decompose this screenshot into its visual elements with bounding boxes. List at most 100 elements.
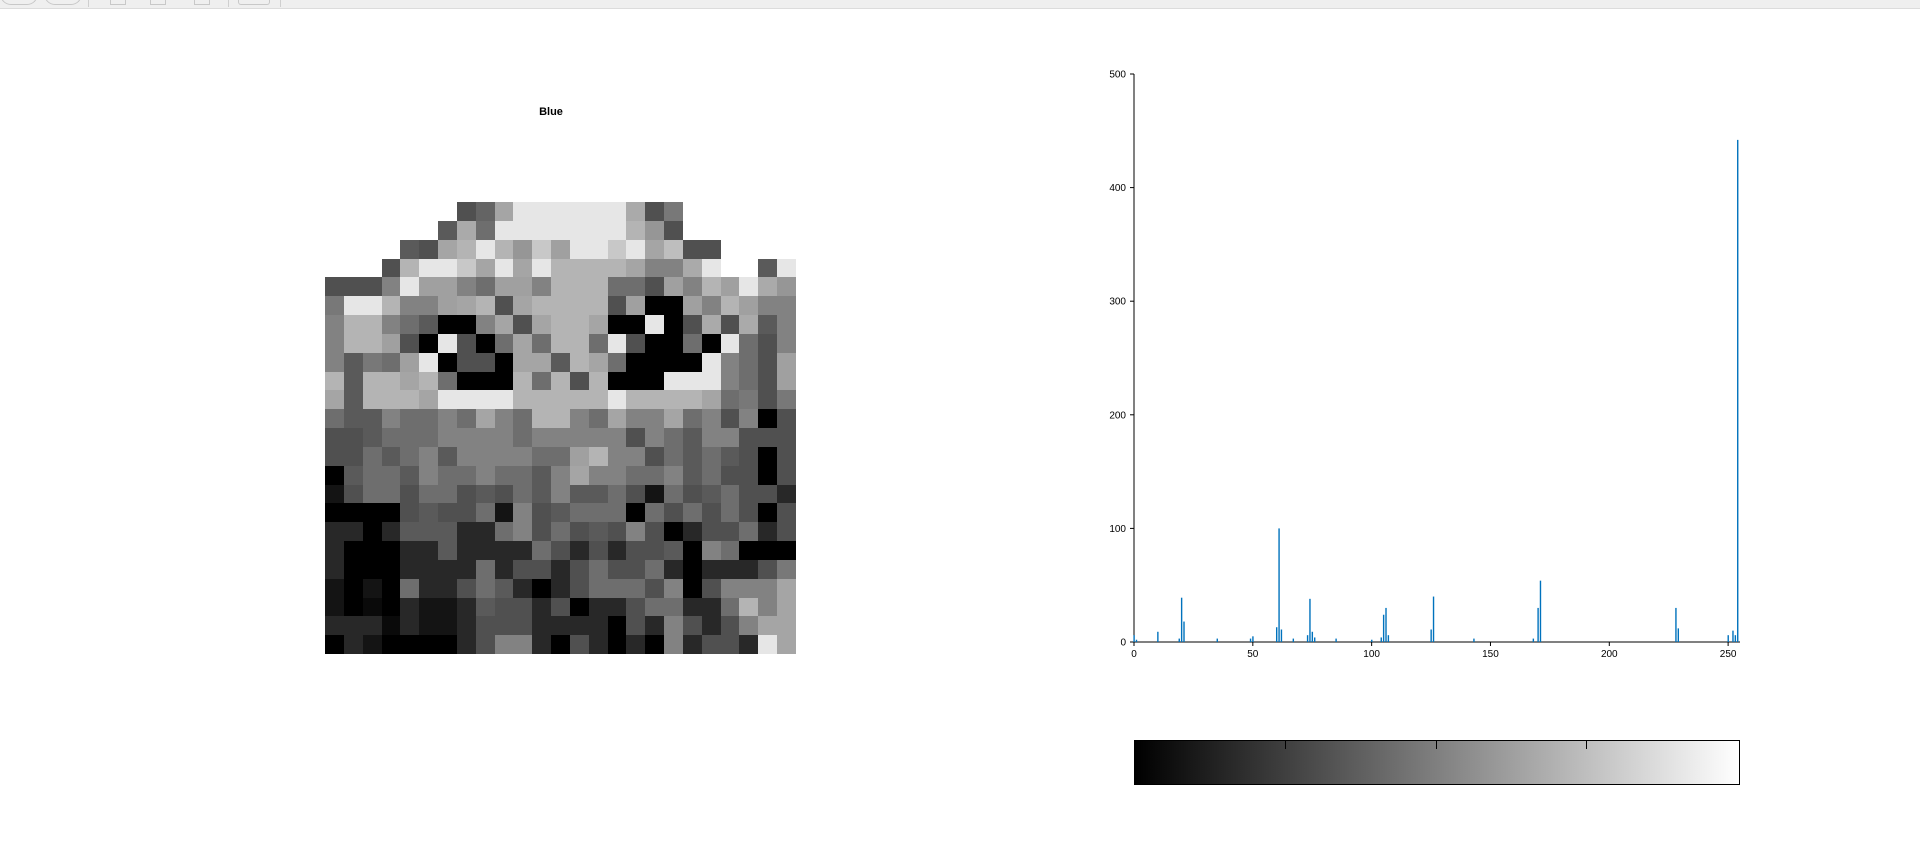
image-pixel: [325, 315, 344, 334]
image-pixel: [532, 447, 551, 466]
histogram-bar: [1381, 637, 1382, 642]
image-pixel: [382, 598, 400, 616]
image-pixel: [476, 296, 495, 315]
image-pixel: [608, 409, 626, 428]
image-pixel: [570, 485, 589, 503]
image-pixel: [758, 353, 777, 372]
y-tick-label: 0: [1120, 638, 1126, 649]
image-pixel: [325, 635, 344, 654]
image-pixel: [608, 616, 626, 635]
image-pixel: [777, 522, 796, 541]
image-pixel: [645, 202, 664, 221]
image-pixel: [513, 409, 532, 428]
image-pixel: [532, 485, 551, 503]
image-pixel: [325, 409, 344, 428]
image-pixel: [551, 485, 570, 503]
image-pixel: [570, 560, 589, 579]
image-pixel: [513, 372, 532, 390]
image-pixel: [739, 447, 758, 466]
image-pixel: [363, 466, 382, 485]
toolbar-separator: [280, 0, 281, 7]
image-pixel: [721, 635, 739, 654]
image-pixel: [344, 315, 363, 334]
image-pixel: [664, 240, 683, 259]
image-pixel: [589, 428, 608, 447]
toolbar-button-insert[interactable]: [238, 0, 270, 5]
image-pixel: [457, 503, 476, 522]
image-pixel: [645, 466, 664, 485]
image-pixel: [513, 579, 532, 598]
histogram-bar: [1678, 628, 1679, 642]
image-pixel: [570, 372, 589, 390]
image-pixel: [608, 221, 626, 240]
image-pixel: [683, 315, 702, 334]
image-pixel: [400, 372, 419, 390]
x-tick-label: 200: [1601, 649, 1618, 660]
image-pixel: [495, 579, 513, 598]
histogram-bar: [1371, 640, 1372, 642]
image-pixel: [758, 522, 777, 541]
image-pixel: [683, 296, 702, 315]
image-pixel: [438, 221, 457, 240]
image-pixel: [758, 447, 777, 466]
image-pixel: [551, 277, 570, 296]
toolbar-button-rotate[interactable]: [110, 0, 126, 5]
image-pixel: [476, 560, 495, 579]
image-pixel: [626, 522, 645, 541]
image-pixel: [570, 259, 589, 277]
image-pixel: [589, 277, 608, 296]
image-pixel: [608, 390, 626, 409]
image-pixel: [608, 579, 626, 598]
image-pixel: [419, 466, 438, 485]
image-pixel: [476, 466, 495, 485]
image-pixel: [589, 334, 608, 353]
toolbar-button-datacursor[interactable]: [150, 0, 166, 5]
image-pixel: [551, 560, 570, 579]
image-pixel: [532, 240, 551, 259]
image-pixel: [495, 390, 513, 409]
image-pixel: [777, 447, 796, 466]
histogram-bar: [1383, 615, 1384, 642]
image-pixel: [495, 503, 513, 522]
image-pixel: [589, 315, 608, 334]
image-pixel: [664, 277, 683, 296]
image-pixel: [513, 503, 532, 522]
image-pixel: [721, 334, 739, 353]
image-pixel: [645, 560, 664, 579]
image-pixel: [419, 635, 438, 654]
image-pixel: [495, 296, 513, 315]
image-pixel: [570, 353, 589, 372]
image-pixel: [532, 635, 551, 654]
image-pixel: [325, 353, 344, 372]
image-pixel: [758, 635, 777, 654]
image-pixel: [570, 447, 589, 466]
image-pixel: [721, 353, 739, 372]
image-pixel: [608, 541, 626, 560]
x-tick-label: 150: [1482, 649, 1499, 660]
image-pixel: [664, 485, 683, 503]
image-pixel: [664, 503, 683, 522]
image-pixel: [344, 635, 363, 654]
image-pixel: [664, 579, 683, 598]
image-pixel: [438, 522, 457, 541]
toolbar-button-brush[interactable]: [194, 0, 210, 5]
toolbar-button-zoom[interactable]: [0, 0, 38, 5]
histogram-bar: [1307, 635, 1308, 642]
image-pixel: [325, 372, 344, 390]
toolbar-button-pan[interactable]: [44, 0, 82, 5]
image-pixel: [325, 428, 344, 447]
image-pixel: [683, 277, 702, 296]
image-pixel: [758, 579, 777, 598]
image-pixel: [777, 485, 796, 503]
image-pixel: [476, 579, 495, 598]
image-pixel: [626, 334, 645, 353]
image-pixel: [382, 409, 400, 428]
histogram-bar: [1537, 608, 1538, 642]
image-pixel: [438, 409, 457, 428]
image-pixel: [758, 296, 777, 315]
image-pixel: [382, 635, 400, 654]
histogram-bar: [1309, 599, 1310, 642]
image-pixel: [645, 390, 664, 409]
image-pixel: [702, 579, 721, 598]
image-pixel: [551, 447, 570, 466]
